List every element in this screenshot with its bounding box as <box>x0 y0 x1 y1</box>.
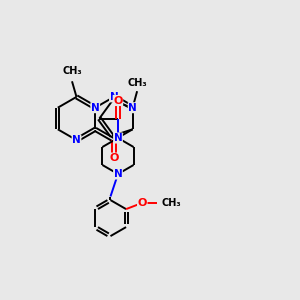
Text: CH₃: CH₃ <box>62 66 82 76</box>
Text: CH₃: CH₃ <box>162 198 182 208</box>
Text: N: N <box>128 103 137 113</box>
Text: N: N <box>72 135 81 145</box>
Text: O: O <box>113 95 123 106</box>
Text: N: N <box>110 92 118 102</box>
Text: N: N <box>114 169 122 179</box>
Text: CH₃: CH₃ <box>127 78 147 88</box>
Text: O: O <box>138 197 147 208</box>
Text: N: N <box>114 133 122 143</box>
Text: O: O <box>109 153 119 163</box>
Text: N: N <box>91 103 100 113</box>
